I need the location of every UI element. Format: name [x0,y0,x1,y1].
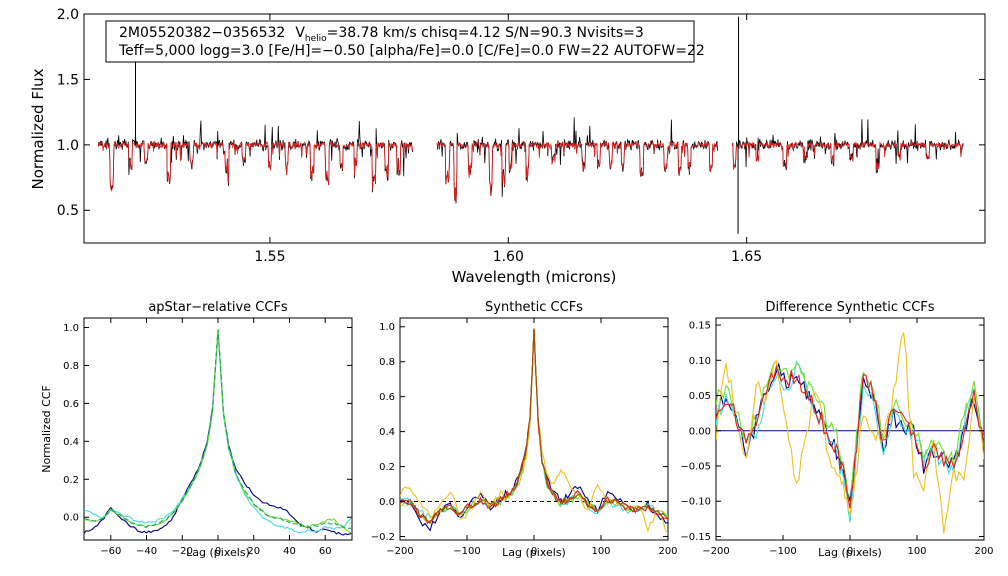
x-tick-label: −200 [702,546,729,557]
y-tick-label: 0.6 [63,399,79,410]
ccf-apstar-ylabel: Normalized CCF [40,385,53,473]
ccf-lines [400,328,668,534]
x-tick-label: 200 [658,546,677,557]
x-tick-label: −40 [136,546,157,557]
ccf-series-line [400,328,668,523]
y-tick-label: 0.0 [63,513,79,524]
ccf-series-line [400,328,668,521]
spectrum-series [97,16,964,234]
y-tick-label: 0.10 [689,356,711,367]
model-spectrum-chip [731,141,964,171]
x-tick-label: 40 [283,546,296,557]
spectrum-xlabel: Wavelength (microns) [452,268,617,286]
y-tick-label: 0.8 [379,357,395,368]
y-tick-label: 0.15 [689,321,711,332]
y-tick-label: −0.2 [371,532,395,543]
x-tick-label: 20 [247,546,260,557]
spectrum-ticks: 1.55 1.60 1.65 0.5 1.0 1.5 2.0 [57,7,985,265]
y-tick-label: 0.8 [63,361,79,372]
ccf-synthetic-xlabel: Lag (pixels) [502,546,566,559]
observed-spectrum-chip [436,117,718,204]
ccf-series-line [716,361,984,509]
y-tick-label: 0.00 [689,426,711,437]
model-spectrum-chip [436,140,718,201]
y-tick-label: −0.05 [680,462,711,473]
y-tick-label: 1.5 [57,72,79,88]
ccf-series-line [400,328,668,525]
ccf-difference-series [716,332,984,534]
info-line-2: Teff=5,000 logg=3.0 [Fe/H]=−0.50 [alpha/… [118,43,705,59]
x-tick-label: 1.55 [254,249,285,265]
ccf-lines [716,332,984,534]
ccf-synthetic-title: Synthetic CCFs [485,300,583,315]
ccf-series-line [400,328,668,534]
x-tick-label: −100 [769,546,796,557]
y-tick-label: 0.2 [379,462,395,473]
y-tick-label: 0.6 [379,392,395,403]
ccf-series-line [716,364,984,509]
x-tick-label: −20 [172,546,193,557]
ccf-series-line [716,332,984,534]
x-tick-label: −60 [100,546,121,557]
ccf-series-line [84,329,352,530]
info-box [105,20,695,63]
ccf-difference-ticks: −200 −100 0 100 200 −0.15 −0.10 −0.05 0.00 0.05 0.… [680,318,994,557]
ccf-series-line [84,331,352,536]
info-line-1: 2M05520382−0356532 Vhelio=38.78 km/s chis… [119,25,644,44]
y-tick-label: 1.0 [63,323,79,334]
spectrum-ylabel: Normalized Flux [29,68,47,189]
ccf-panel-apstar: −60 −40 −20 0 20 40 60 0.0 0.2 0.4 0.6 0.8 1.0 apSta… [40,300,353,559]
ccf-lines [84,329,352,536]
ccf-synthetic-ticks: −200 −100 0 100 200 −0.2 0.0 0.2 0.4 0.6 0.8 1.0 [371,318,678,557]
ccf-apstar-xlabel: Lag (pixels) [186,546,250,559]
x-tick-label: 0 [847,546,853,557]
model-spectrum-chip [97,141,414,192]
spectrum-panel: 1.55 1.60 1.65 0.5 1.0 1.5 2.0 2M05520382−0356… [29,7,986,286]
y-tick-label: 0.0 [379,497,395,508]
y-tick-label: 1.0 [57,138,79,154]
observed-spectrum-chip [97,120,414,193]
ccf-difference-xlabel: Lag (pixels) [818,546,882,559]
ccf-apstar-series [84,329,352,536]
ccf-panel-synthetic: −200 −100 0 100 200 −0.2 0.0 0.2 0.4 0.6 0.8 1.0 Sy… [371,300,678,559]
x-tick-label: 1.60 [493,249,524,265]
x-tick-label: 0 [215,546,221,557]
y-tick-label: 0.5 [57,203,79,219]
y-tick-label: 2.0 [57,7,79,23]
y-tick-label: 0.2 [63,475,79,486]
ccf-series-line [84,329,352,534]
x-tick-label: 60 [319,546,332,557]
y-tick-label: 0.4 [63,437,79,448]
x-tick-label: 0 [531,546,537,557]
ccf-difference-title: Difference Synthetic CCFs [765,300,934,315]
spectrum-frame [83,13,986,244]
ccf-apstar-ticks: −60 −40 −20 0 20 40 60 0.0 0.2 0.4 0.6 0.8 1.0 [63,318,352,557]
y-tick-label: 0.05 [689,391,711,402]
ccf-series-line [400,328,668,525]
x-tick-label: −200 [386,546,413,557]
y-tick-label: −0.10 [680,497,711,508]
ccf-synthetic-series [400,328,668,534]
x-tick-label: 1.65 [731,249,762,265]
y-tick-label: 1.0 [379,322,395,333]
ccf-series-line [400,328,668,532]
x-tick-label: 200 [974,546,993,557]
x-tick-label: 100 [591,546,610,557]
ccf-panel-difference: −200 −100 0 100 200 −0.15 −0.10 −0.05 0.00 0.05 0.… [680,300,993,559]
ccf-series-line [84,329,352,534]
x-tick-label: 100 [907,546,926,557]
ccf-apstar-title: apStar−relative CCFs [148,300,288,315]
y-tick-label: 0.4 [379,427,395,438]
ccf-apstar-frame [83,317,353,541]
x-tick-label: −100 [453,546,480,557]
y-tick-label: −0.15 [680,532,711,543]
